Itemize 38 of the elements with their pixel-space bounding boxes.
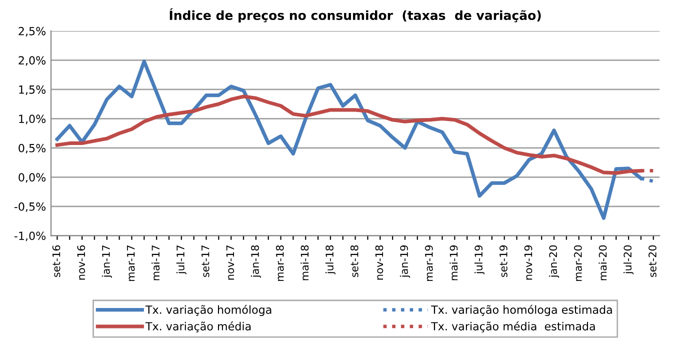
legend-label: Tx. variação homóloga bbox=[145, 304, 272, 316]
y-tick-label: 2,5% bbox=[18, 26, 46, 36]
legend-label: Tx. variação média bbox=[145, 321, 251, 332]
x-tick-label: jan-18 bbox=[250, 245, 261, 278]
x-tick-label: mar-17 bbox=[127, 246, 135, 281]
x-tick-label: jul-18 bbox=[325, 245, 336, 274]
chart-title: Índice de preços no consumidor (taxas de variação) bbox=[170, 8, 541, 22]
x-tick-label: nov-17 bbox=[226, 246, 234, 280]
x-tick-label: set-19 bbox=[499, 245, 508, 278]
x-tick-label: jul-20 bbox=[624, 245, 634, 274]
y-tick-label: 1,0% bbox=[19, 114, 46, 124]
legend-label: Tx. variação homóloga estimada bbox=[431, 304, 612, 316]
legend-label: Tx. variação média estimada bbox=[431, 321, 595, 332]
x-tick-label: mai-18 bbox=[300, 245, 309, 280]
x-tick-label: mai-17 bbox=[152, 246, 160, 280]
x-tick-label: nov-18 bbox=[375, 245, 384, 280]
x-tick-label: mai-19 bbox=[450, 245, 458, 280]
x-tick-label: jan-17 bbox=[102, 246, 112, 278]
x-tick-label: set-20 bbox=[648, 245, 656, 278]
x-tick-label: nov-16 bbox=[77, 245, 86, 280]
y-tick-label: 1,5% bbox=[19, 85, 46, 95]
x-tick-label: nov-19 bbox=[524, 245, 532, 280]
y-tick-label: 0,0% bbox=[18, 173, 46, 183]
x-tick-label: jan-19 bbox=[400, 245, 410, 278]
x-tick-label: set-17 bbox=[202, 246, 210, 278]
x-tick-label: set-18 bbox=[350, 245, 358, 278]
x-tick-label: jul-19 bbox=[474, 245, 485, 274]
x-tick-label: mai-20 bbox=[598, 245, 607, 280]
x-tick-label: mar-20 bbox=[574, 245, 582, 281]
y-tick-label: 2,0% bbox=[18, 56, 46, 66]
y-tick-label: 0,5% bbox=[18, 144, 46, 154]
y-tick-label: -0,5% bbox=[14, 202, 46, 212]
y-tick-label: -1,0% bbox=[14, 232, 46, 242]
x-tick-label: mar-19 bbox=[424, 245, 433, 281]
x-tick-label: set-16 bbox=[52, 245, 60, 278]
x-tick-label: jan-20 bbox=[548, 245, 560, 278]
x-tick-label: mar-18 bbox=[276, 245, 284, 281]
x-tick-label: jul-17 bbox=[176, 246, 186, 274]
